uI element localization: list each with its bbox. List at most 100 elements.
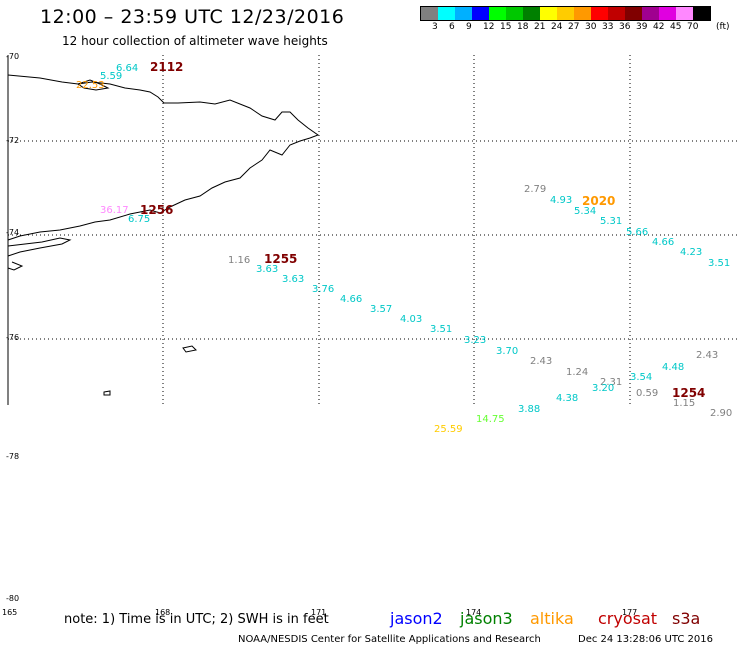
color-scale-tick: 39 (636, 22, 648, 32)
wave-height-obs: 3.57 (370, 304, 393, 315)
color-scale-tick: 15 (500, 22, 512, 32)
color-swatch (608, 7, 625, 20)
lon-label: 165 (2, 608, 18, 617)
wave-height-obs: 4.38 (556, 393, 579, 404)
wave-height-obs: 1.16 (228, 255, 251, 266)
legend-altika: altika (530, 609, 574, 628)
wave-height-obs: 1.15 (673, 398, 696, 409)
color-scale-tick: 36 (619, 22, 631, 32)
color-scale-tick: 18 (517, 22, 529, 32)
pass-time-label: 1255 (264, 252, 298, 266)
wave-height-obs: 3.20 (592, 383, 615, 394)
footer-timestamp: Dec 24 13:28:06 UTC 2016 (578, 634, 713, 645)
wave-height-obs: 5.34 (574, 206, 597, 217)
color-scale-tick: 24 (551, 22, 563, 32)
wave-height-obs: 2.90 (710, 408, 733, 419)
lat-label: -70 (6, 52, 20, 61)
color-swatch (455, 7, 472, 20)
color-swatch (421, 7, 438, 20)
color-swatch (574, 7, 591, 20)
lon-label: 168 (155, 608, 171, 617)
lat-label: -72 (6, 136, 20, 145)
legend-cryosat: cryosat (598, 609, 658, 628)
wave-height-obs: 2.79 (524, 184, 547, 195)
lat-label: -80 (6, 594, 20, 603)
wave-height-obs: 4.23 (680, 247, 703, 258)
color-swatch (489, 7, 506, 20)
lon-label: 174 (466, 608, 482, 617)
color-scale-tick: 3 (432, 22, 438, 32)
wave-height-obs: 4.03 (400, 314, 423, 325)
color-swatch (642, 7, 659, 20)
page-subtitle: 12 hour collection of altimeter wave hei… (62, 34, 328, 48)
lat-label: -78 (6, 452, 20, 461)
wave-height-obs: 1.24 (566, 367, 589, 378)
wave-height-obs: 3.63 (282, 274, 305, 285)
pass-time-label: 2020 (582, 194, 616, 208)
wave-height-obs: 22.53 (76, 80, 105, 91)
color-scale-tick: 9 (466, 22, 472, 32)
coastline (7, 74, 320, 396)
pass-time-label: 1254 (672, 386, 706, 400)
wave-height-obs: 2.43 (530, 356, 553, 367)
color-swatch (506, 7, 523, 20)
color-swatch (438, 7, 455, 20)
lon-label: 177 (622, 608, 638, 617)
legend-jason3: jason3 (460, 609, 513, 628)
color-swatch (591, 7, 608, 20)
color-scale-tick: 30 (585, 22, 597, 32)
wave-height-obs: 36.17 (100, 205, 129, 216)
legend-s3a: s3a (672, 609, 701, 628)
color-swatch (557, 7, 574, 20)
wave-height-obs: 4.48 (662, 362, 685, 373)
wave-height-obs: 2.31 (600, 377, 623, 388)
wave-height-obs: 4.66 (652, 237, 675, 248)
color-scale-tick: 70 (687, 22, 699, 32)
color-scale-tick: 12 (483, 22, 495, 32)
color-scale-labels: 3 6 9 12 15 18 21 24 27 30 33 36 39 42 45 70 (ft) (420, 22, 740, 34)
wave-height-obs: 3.51 (708, 258, 731, 269)
wave-height-obs: 3.23 (464, 335, 487, 346)
color-scale-tick: 27 (568, 22, 580, 32)
color-swatch (693, 7, 710, 20)
page-title: 12:00 – 23:59 UTC 12/23/2016 (40, 6, 345, 28)
color-scale-tick: 33 (602, 22, 614, 32)
lon-label: 171 (311, 608, 327, 617)
wave-height-obs: 3.54 (630, 372, 653, 383)
color-scale-tick: 6 (449, 22, 455, 32)
wave-height-obs: 5.31 (600, 216, 623, 227)
legend-jason2: jason2 (390, 609, 443, 628)
wave-height-obs: 2.43 (696, 350, 719, 361)
wave-height-obs: 6.64 (116, 63, 139, 74)
color-swatch (659, 7, 676, 20)
wave-height-obs: 4.66 (340, 294, 363, 305)
color-swatch (472, 7, 489, 20)
wave-height-obs: 5.59 (100, 71, 123, 82)
color-swatch (523, 7, 540, 20)
wave-height-obs: 3.70 (496, 346, 519, 357)
wave-height-obs: 3.51 (430, 324, 453, 335)
color-scale-tick: 42 (653, 22, 665, 32)
color-swatch (540, 7, 557, 20)
color-scale-unit: (ft) (716, 22, 730, 32)
pass-time-label: 2112 (150, 60, 184, 74)
color-scale-bar (420, 6, 711, 21)
wave-height-obs: 3.88 (518, 404, 541, 415)
color-swatch (625, 7, 642, 20)
color-swatch (676, 7, 693, 20)
wave-height-obs: 5.66 (626, 227, 649, 238)
wave-height-obs: 25.59 (434, 424, 463, 435)
color-scale-tick: 45 (670, 22, 682, 32)
wave-height-obs: 3.76 (312, 284, 335, 295)
lat-label: -74 (6, 228, 20, 237)
pass-time-label: 1256 (140, 203, 174, 217)
wave-height-obs: 6.75 (128, 214, 151, 225)
lat-label: -76 (6, 333, 20, 342)
wave-height-obs: 0.59 (636, 388, 659, 399)
color-scale-tick: 21 (534, 22, 546, 32)
legend-note: note: 1) Time is in UTC; 2) SWH is in fe… (64, 612, 329, 627)
wave-height-obs: 14.75 (476, 414, 505, 425)
wave-height-obs: 3.63 (256, 264, 279, 275)
wave-height-obs: 4.93 (550, 195, 573, 206)
